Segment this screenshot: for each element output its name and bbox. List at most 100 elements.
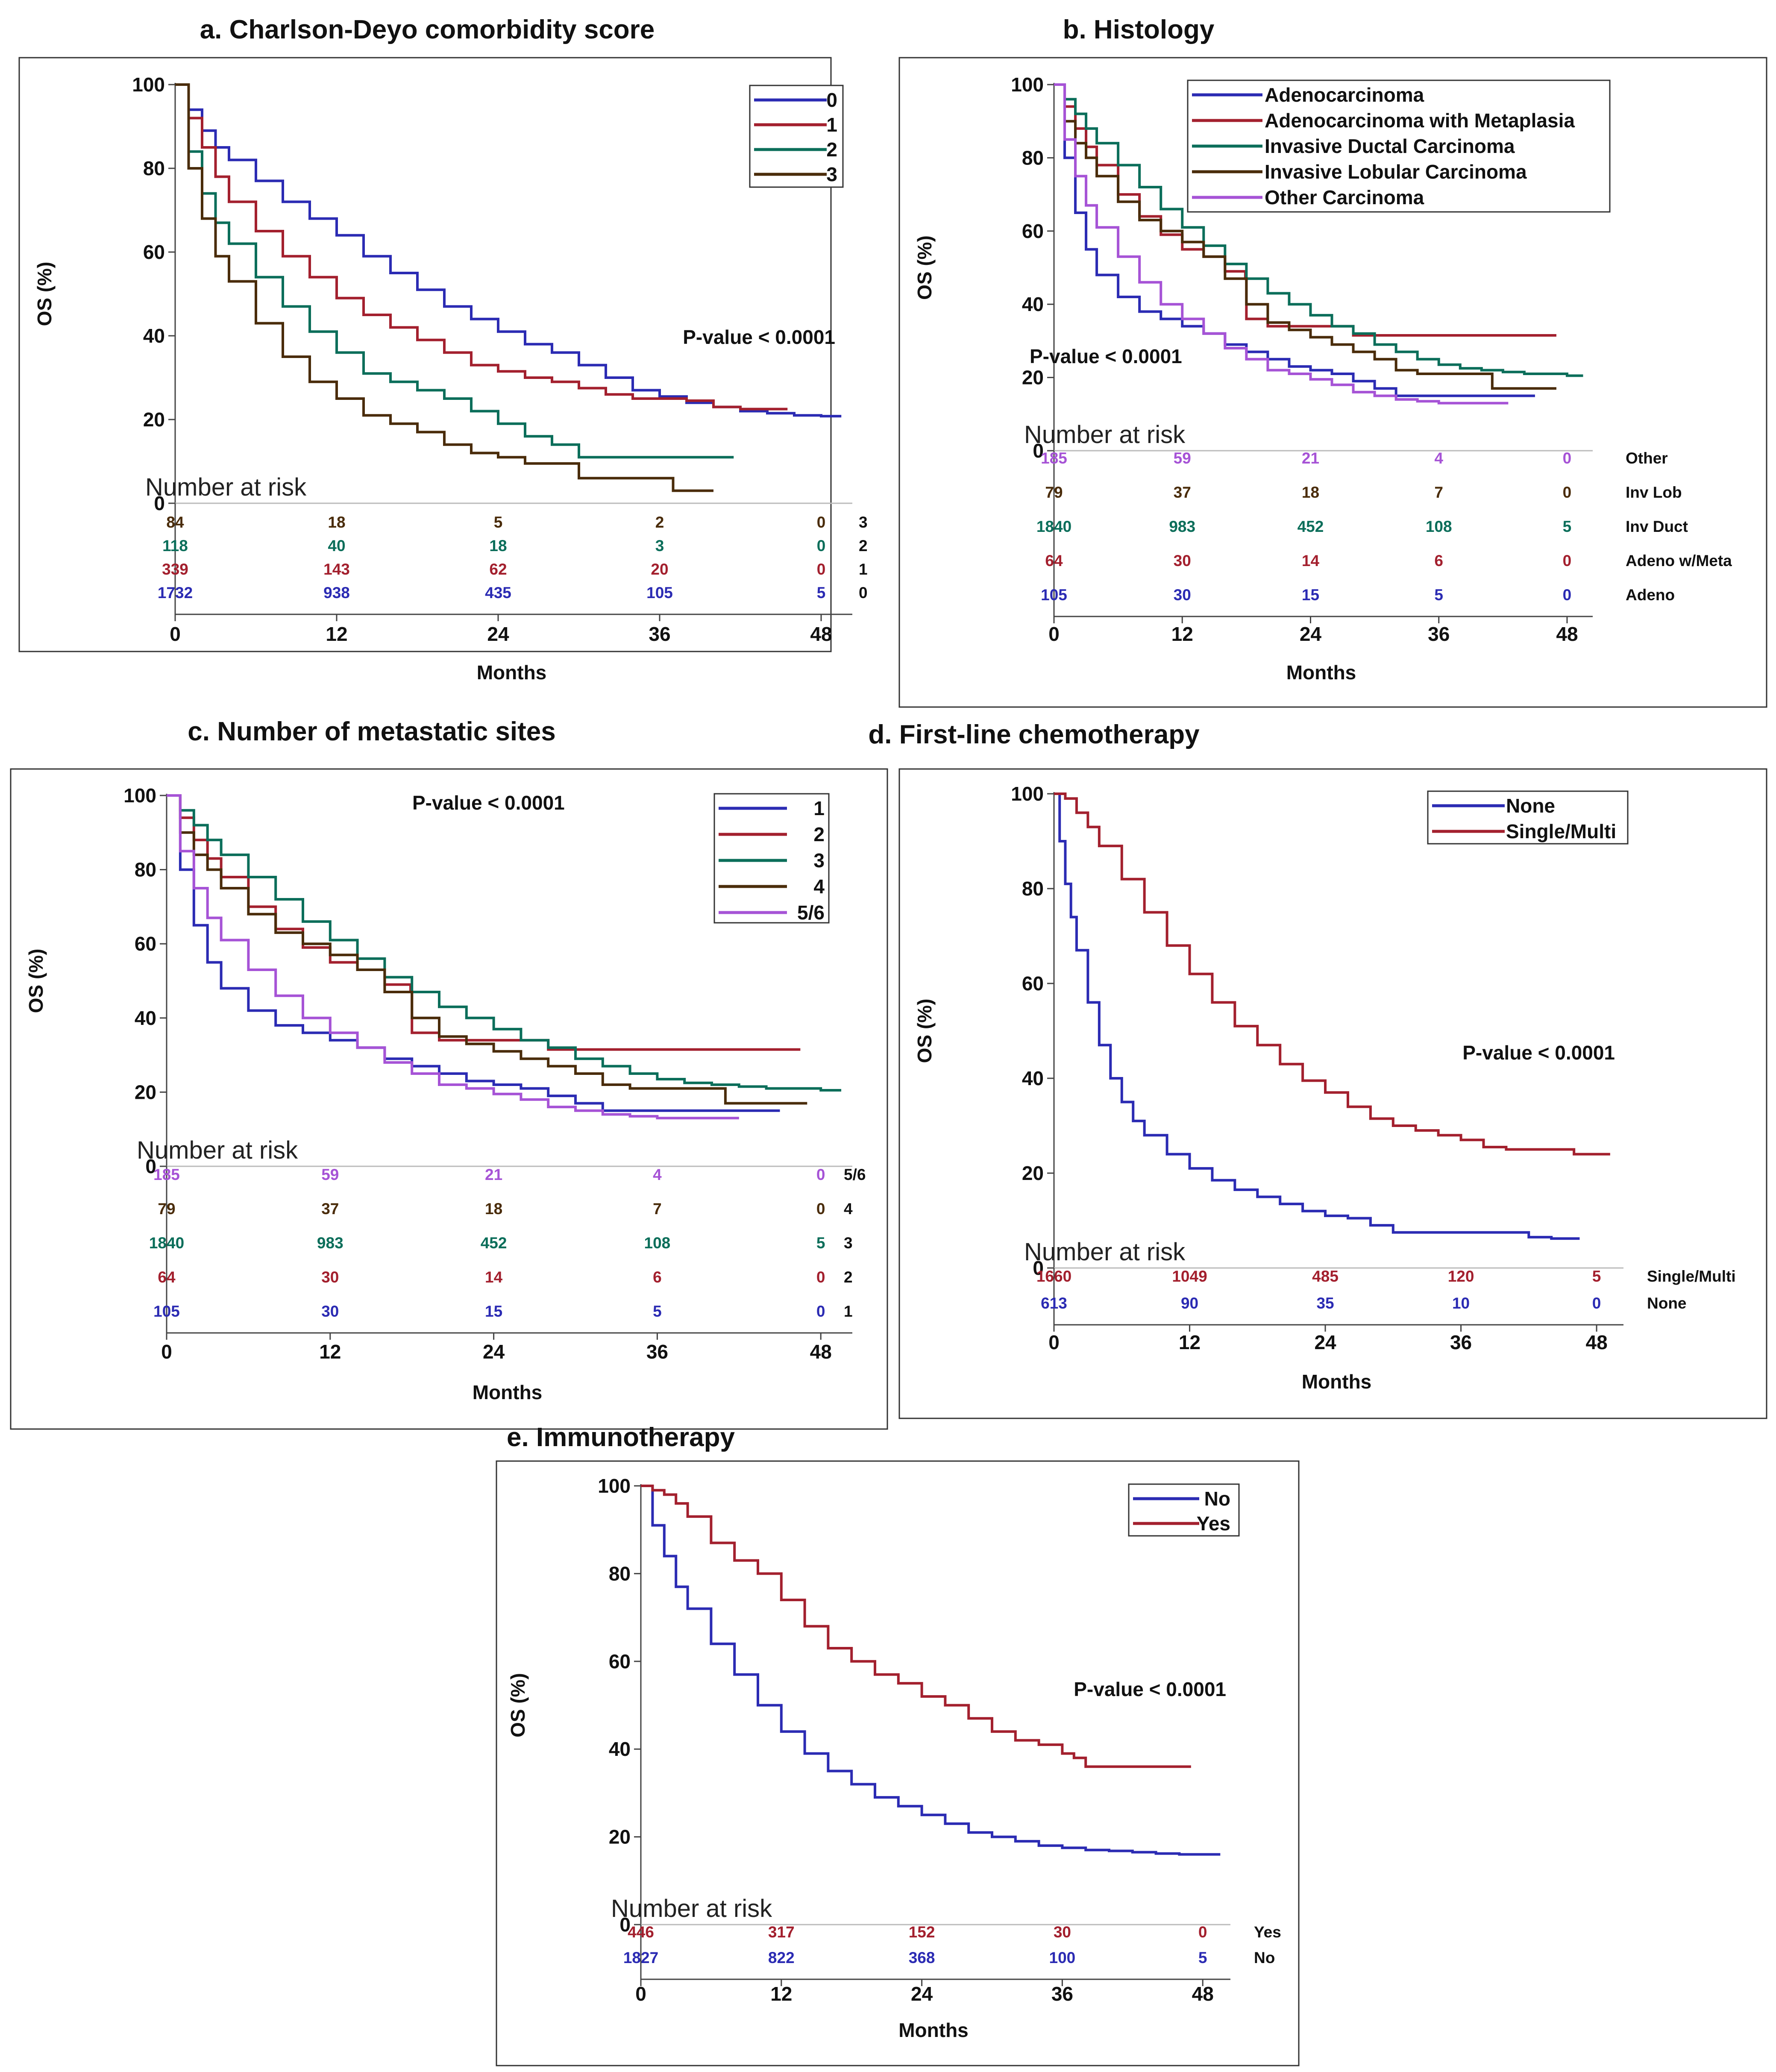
risk-count: 317 [768, 1923, 795, 1941]
legend-label: Adenocarcinoma with Metaplasia [1265, 109, 1575, 132]
risk-row-label: Other [1626, 449, 1668, 467]
x-tick-label: 0 [1048, 623, 1060, 645]
legend-label: 0 [826, 89, 837, 111]
x-axis-label: Months [477, 661, 547, 684]
number-at-risk-heading: Number at risk [1024, 421, 1186, 449]
risk-count: 3 [655, 537, 664, 555]
risk-count: 5 [1198, 1949, 1207, 1966]
risk-count: 4 [653, 1166, 662, 1183]
x-tick-label: 0 [635, 1983, 646, 2005]
risk-row-label: Yes [1254, 1923, 1281, 1941]
survival-curve-c-2 [167, 794, 842, 1092]
risk-count: 435 [485, 584, 511, 602]
legend-label: Invasive Ductal Carcinoma [1265, 135, 1515, 157]
y-tick-label: 0 [1033, 440, 1044, 462]
risk-row-label: Adeno w/Meta [1626, 552, 1732, 569]
x-tick-label: 36 [1450, 1331, 1472, 1353]
y-tick-label: 20 [1022, 367, 1044, 389]
risk-count: 105 [646, 584, 673, 602]
y-tick-label: 100 [598, 1475, 631, 1497]
y-tick-label: 60 [609, 1650, 631, 1673]
risk-count: 18 [1302, 484, 1319, 501]
y-tick-label: 0 [154, 492, 165, 514]
panel-title: e. Immunotherapy [507, 1423, 735, 1452]
p-value-annotation: P-value < 0.0001 [412, 792, 565, 814]
y-tick-label: 40 [143, 325, 165, 347]
panel-e: e. Immunotherapy 0 20 40 60 80 100 0 12 24 36 48 Mon… [496, 1423, 1300, 2066]
survival-curve-a-0 [175, 83, 842, 418]
x-tick-label: 48 [810, 1341, 832, 1363]
risk-count: 5 [494, 514, 503, 531]
x-tick-label: 24 [483, 1341, 505, 1363]
risk-row-label: 2 [859, 537, 868, 555]
risk-count: 452 [481, 1234, 507, 1252]
x-tick-label: 0 [1048, 1331, 1060, 1353]
panel-title: a. Charlson-Deyo comorbidity score [200, 15, 655, 44]
x-tick-label: 24 [487, 623, 509, 645]
y-tick-label: 100 [1011, 73, 1044, 96]
risk-count: 938 [323, 584, 350, 602]
survival-curve-d-1 [1054, 792, 1610, 1156]
y-tick-label: 20 [143, 408, 165, 431]
risk-row-label: No [1254, 1949, 1275, 1966]
y-tick-label: 0 [1033, 1257, 1044, 1279]
p-value-annotation: P-value < 0.0001 [683, 326, 835, 348]
risk-count: 0 [816, 1303, 825, 1320]
panel-title: c. Number of metastatic sites [188, 717, 555, 746]
risk-count: 120 [1448, 1268, 1474, 1285]
y-tick-label: 20 [1022, 1162, 1044, 1184]
risk-count: 4 [1434, 449, 1443, 467]
risk-count: 7 [653, 1200, 662, 1218]
survival-curve-b-0 [1054, 83, 1535, 397]
risk-count: 20 [651, 561, 668, 578]
risk-count: 64 [158, 1268, 176, 1286]
risk-row-label: 1 [859, 561, 868, 578]
y-axis-label: OS (%) [33, 262, 56, 326]
p-value-annotation: P-value < 0.0001 [1030, 345, 1182, 367]
risk-count: 152 [909, 1923, 935, 1941]
risk-count: 10 [1452, 1294, 1470, 1312]
risk-count: 2 [655, 514, 664, 531]
risk-count: 446 [628, 1923, 654, 1941]
risk-count: 983 [317, 1234, 343, 1252]
risk-count: 5 [816, 1234, 825, 1252]
risk-count: 90 [1181, 1294, 1198, 1312]
legend-label: Adenocarcinoma [1265, 84, 1424, 106]
x-tick-label: 12 [1179, 1331, 1201, 1353]
risk-count: 15 [485, 1303, 502, 1320]
risk-count: 452 [1298, 518, 1324, 535]
x-tick-label: 36 [646, 1341, 668, 1363]
legend-box [1427, 790, 1629, 845]
survival-curve-a-2 [175, 83, 734, 459]
risk-count: 108 [644, 1234, 671, 1252]
risk-count: 0 [1563, 552, 1572, 569]
survival-curve-e-1 [641, 1485, 1191, 1768]
legend-box [1128, 1483, 1240, 1537]
risk-count: 18 [489, 537, 507, 555]
x-tick-label: 12 [770, 1983, 792, 2005]
risk-count: 6 [653, 1268, 662, 1286]
survival-curve-c-3 [167, 794, 807, 1105]
risk-row-label: 3 [844, 1234, 853, 1252]
p-value-annotation: P-value < 0.0001 [1462, 1042, 1615, 1064]
risk-count: 79 [158, 1200, 175, 1218]
legend-label: Single/Multi [1506, 820, 1616, 842]
risk-count: 5 [817, 584, 826, 602]
risk-count: 30 [1174, 586, 1191, 604]
survival-curve-a-3 [175, 83, 713, 492]
risk-count: 0 [817, 537, 826, 555]
x-tick-label: 12 [326, 623, 347, 645]
risk-count: 5 [1434, 586, 1443, 604]
y-axis-label: OS (%) [507, 1673, 529, 1737]
risk-row-label: 3 [859, 514, 868, 531]
x-axis-label: Months [1302, 1371, 1372, 1393]
x-tick-label: 24 [911, 1983, 933, 2005]
risk-count: 0 [816, 1166, 825, 1183]
risk-count: 0 [1198, 1923, 1207, 1941]
risk-count: 339 [162, 561, 188, 578]
legend-label: 1 [813, 797, 825, 819]
y-tick-label: 80 [1022, 878, 1044, 900]
risk-row-label: 0 [859, 584, 868, 602]
